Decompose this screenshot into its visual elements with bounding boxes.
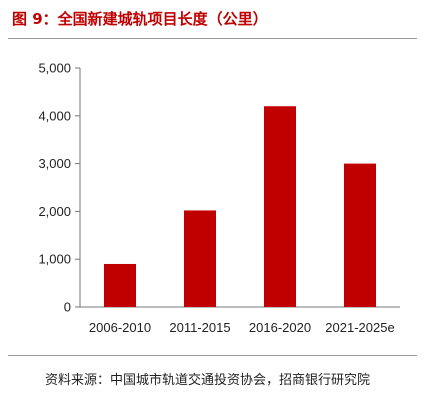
y-tick-label: 2,000 (38, 204, 71, 219)
y-axis-labels: 0 1,000 2,000 3,000 4,000 5,000 (38, 61, 71, 315)
x-tick-label: 2011-2015 (169, 320, 230, 335)
bottom-divider (8, 355, 417, 356)
y-tick-label: 4,000 (38, 108, 71, 123)
chart-bars (104, 106, 376, 308)
bar (184, 210, 216, 307)
y-tick-label: 0 (64, 300, 71, 315)
bar (264, 106, 296, 308)
bar-chart: 2006-2010 2011-2015 2016-2020 2021-2025e 0 1… (38, 61, 400, 335)
y-tick-label: 5,000 (38, 61, 71, 76)
top-divider (8, 38, 417, 39)
x-tick-label: 2016-2020 (249, 320, 311, 335)
x-axis-labels: 2006-2010 2011-2015 2016-2020 2021-2025e (89, 320, 395, 335)
y-tick-label: 3,000 (38, 156, 71, 171)
x-tick-label: 2006-2010 (89, 320, 151, 335)
bar (104, 263, 136, 307)
x-tick-label: 2021-2025e (325, 320, 394, 335)
bar (344, 163, 376, 307)
chart-title: 图 9：全国新建城轨项目长度（公里） (12, 10, 268, 28)
source-note: 资料来源：中国城市轨道交通投资协会，招商银行研究院 (45, 373, 371, 388)
y-tick-label: 1,000 (38, 252, 71, 267)
